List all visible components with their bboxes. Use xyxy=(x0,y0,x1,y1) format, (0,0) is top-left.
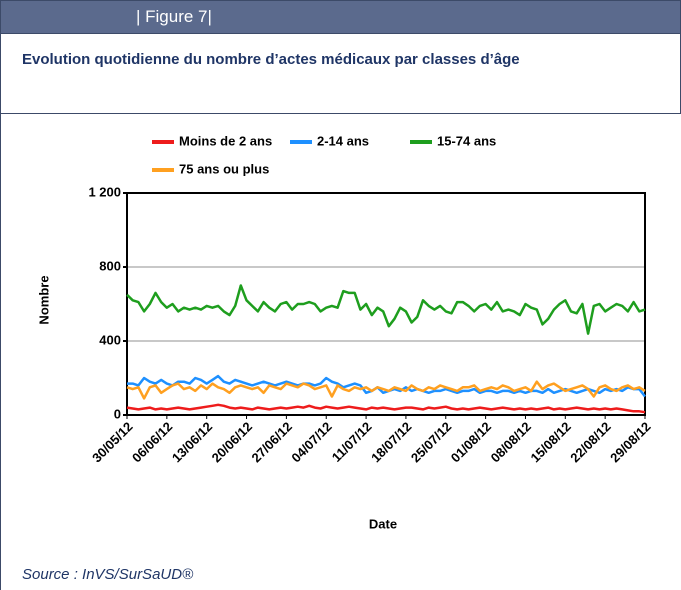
x-tick-label: 11/07/12 xyxy=(329,419,375,465)
legend-label: 75 ans ou plus xyxy=(179,161,269,176)
legend-label: Moins de 2 ans xyxy=(179,133,272,148)
chart-title: Evolution quotidienne du nombre d’actes … xyxy=(22,51,520,68)
x-tick-label: 29/08/12 xyxy=(607,419,653,465)
x-tick-label: 25/07/12 xyxy=(408,419,454,465)
chart: Date Nombre 0 400 800 1 200 30/05/1206/06/12… xyxy=(36,133,653,531)
x-tick-label: 13/06/12 xyxy=(169,419,215,465)
y-axis-label: Nombre xyxy=(36,275,51,324)
x-tick-label: 01/08/12 xyxy=(448,419,494,465)
legend-label: 15-74 ans xyxy=(437,133,496,148)
x-axis-label: Date xyxy=(369,516,397,531)
y-tick-label: 1 200 xyxy=(88,184,121,199)
series-line xyxy=(126,380,646,400)
x-tick-label: 08/08/12 xyxy=(488,419,534,465)
legend-label: 2-14 ans xyxy=(317,133,369,148)
x-tick-label: 06/06/12 xyxy=(129,419,175,465)
y-tick-label: 0 xyxy=(114,406,121,421)
x-tick-label: 22/08/12 xyxy=(567,419,613,465)
figure-number: | Figure 7| xyxy=(136,7,212,26)
series-line xyxy=(126,403,646,414)
x-tick-label: 20/06/12 xyxy=(209,419,255,465)
x-tick-label: 30/05/12 xyxy=(89,419,135,465)
x-tick-label: 04/07/12 xyxy=(288,419,334,465)
x-tick-label: 27/06/12 xyxy=(249,419,295,465)
plot-frame xyxy=(126,192,646,416)
figure-header: | Figure 7| xyxy=(0,0,681,34)
y-tick-label: 400 xyxy=(99,332,121,347)
series-line xyxy=(127,374,646,398)
x-tick-label: 18/07/12 xyxy=(368,419,414,465)
series-line xyxy=(126,284,646,335)
source: Source : InVS/SurSaUD® xyxy=(22,566,194,583)
y-tick-label: 800 xyxy=(99,258,121,273)
x-tick-label: 15/08/12 xyxy=(527,419,573,465)
frame-line xyxy=(0,113,1,590)
